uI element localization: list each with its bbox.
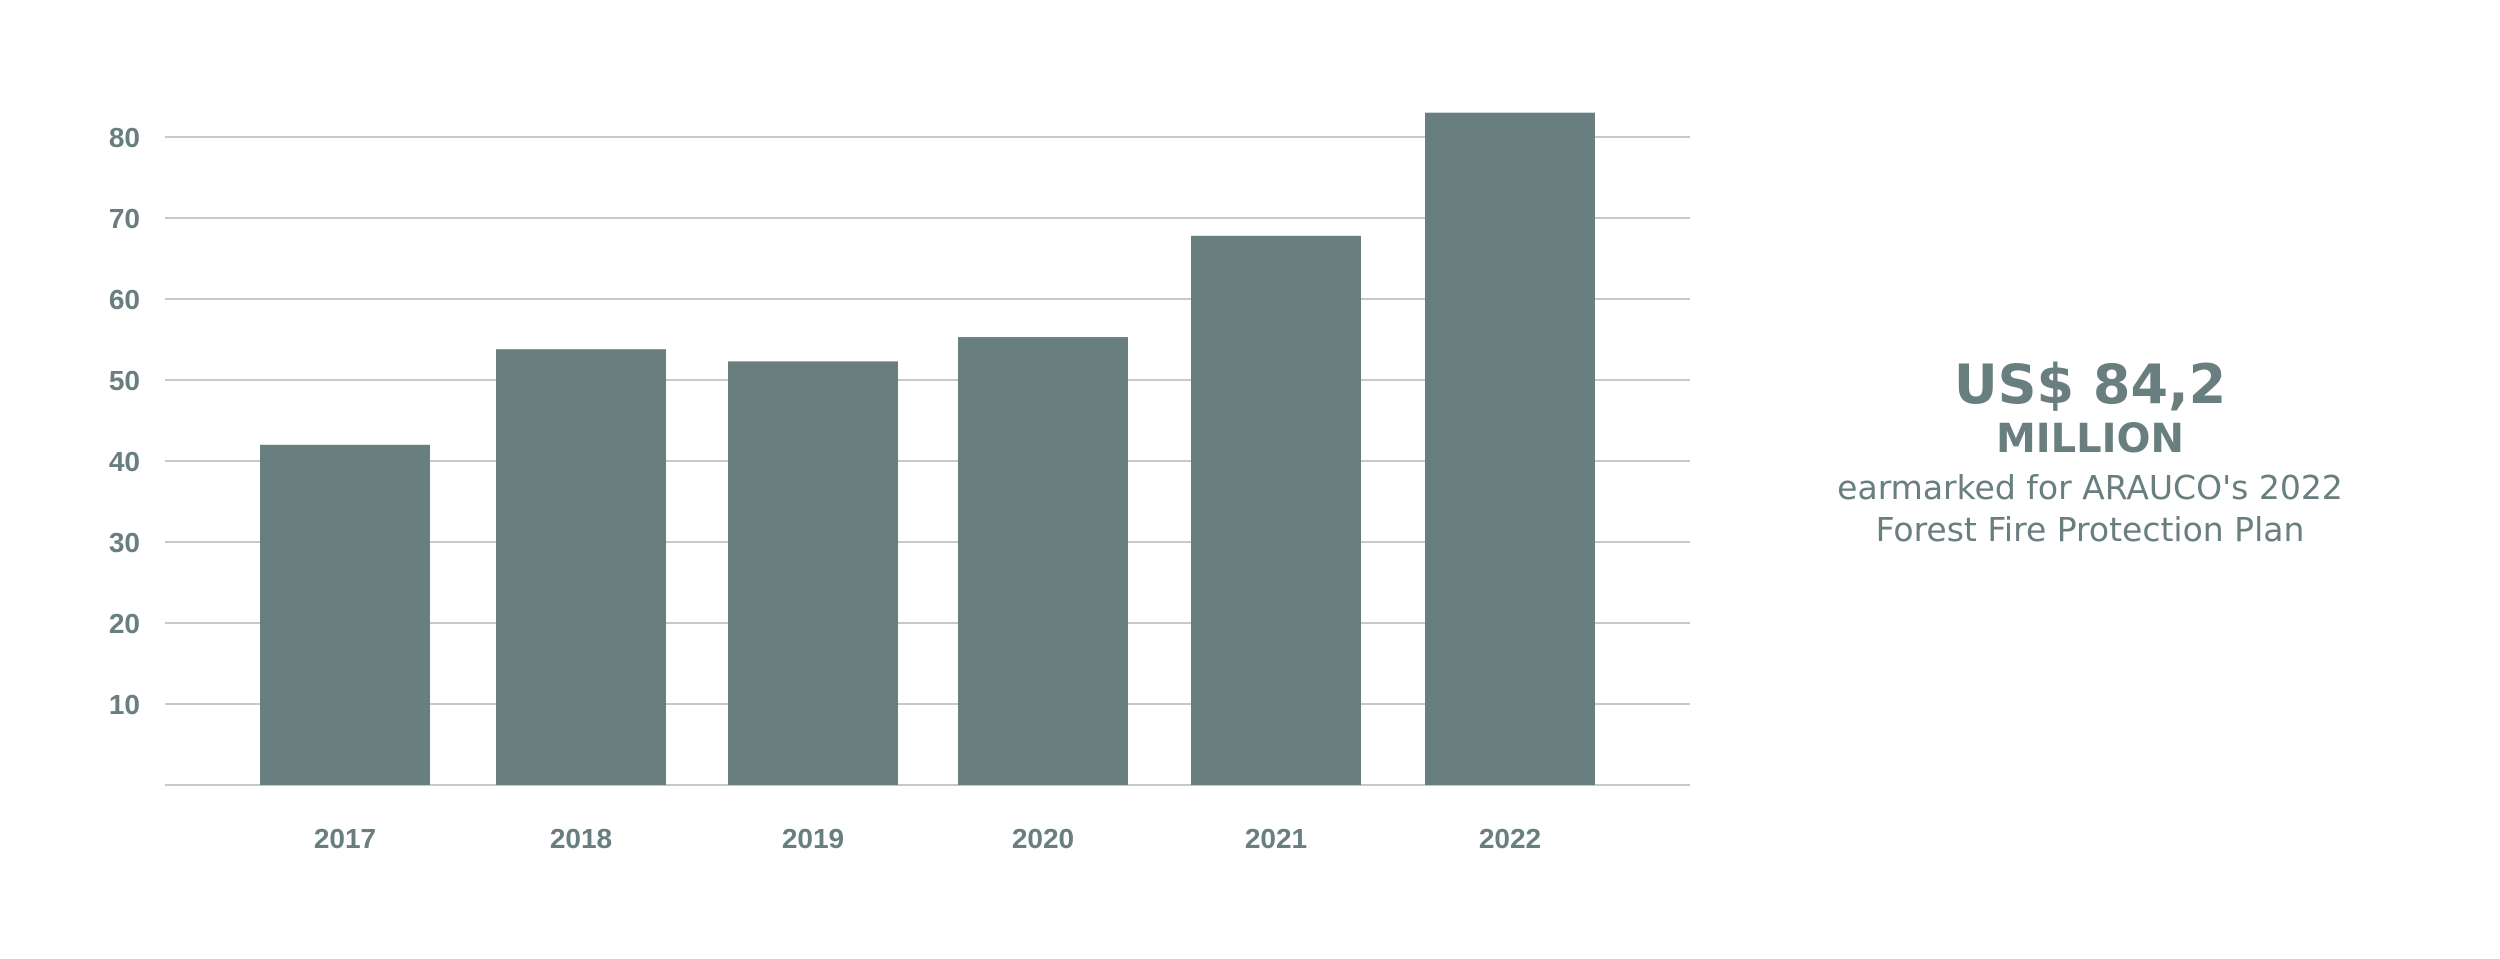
bar-2020: [958, 337, 1128, 785]
x-tick-label: 2022: [1479, 823, 1541, 854]
y-tick-label: 40: [109, 446, 140, 477]
x-tick-label: 2017: [314, 823, 376, 854]
x-tick-label: 2019: [782, 823, 844, 854]
y-tick-label: 80: [109, 122, 140, 153]
bar-2018: [496, 349, 666, 785]
callout-description: earmarked for ARAUCO's 2022 Forest Fire …: [1780, 467, 2400, 551]
callout-unit: MILLION: [1995, 416, 2185, 462]
bars: [260, 112, 1595, 785]
x-tick-label: 2021: [1245, 823, 1307, 854]
bar-2021: [1191, 235, 1361, 785]
y-tick-label: 70: [109, 203, 140, 234]
callout-description-line-2: Forest Fire Protection Plan: [1875, 510, 2305, 549]
x-tick-label: 2020: [1012, 823, 1074, 854]
x-axis-ticks: 2017 2018 2019 2020 2021 2022: [314, 823, 1541, 854]
y-tick-label: 60: [109, 284, 140, 315]
y-tick-label: 20: [109, 608, 140, 639]
bar-2022: [1425, 112, 1595, 785]
x-tick-label: 2018: [550, 823, 612, 854]
budget-callout: US$ 84,2 MILLION earmarked for ARAUCO's …: [1780, 355, 2400, 551]
y-tick-label: 10: [109, 689, 140, 720]
callout-description-line-1: earmarked for ARAUCO's 2022: [1837, 468, 2343, 507]
bar-chart: 10 20 30 40 50 60 70 80 2017 2018 2019 2020 2021 202…: [109, 112, 1690, 854]
bar-2019: [728, 361, 898, 785]
y-tick-label: 30: [109, 527, 140, 558]
callout-amount: US$ 84,2: [1953, 353, 2227, 416]
bar-2017: [260, 444, 430, 785]
y-axis-ticks: 10 20 30 40 50 60 70 80: [109, 122, 140, 720]
y-tick-label: 50: [109, 365, 140, 396]
